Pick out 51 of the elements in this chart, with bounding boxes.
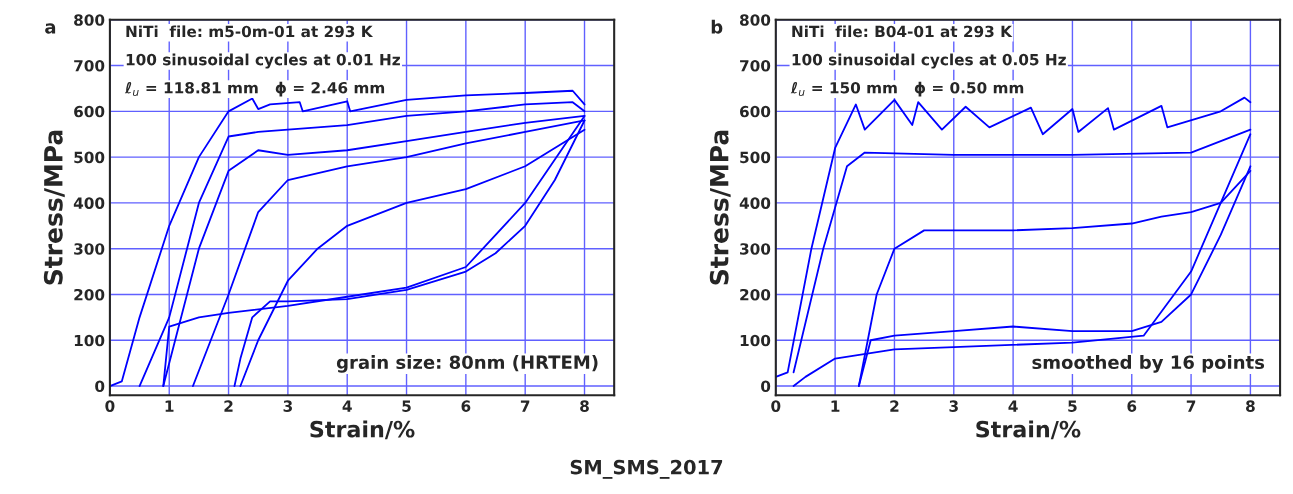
x-tick-label: 2 xyxy=(224,400,233,412)
x-tick-label: 2 xyxy=(890,400,899,412)
y-tick-label: 100 xyxy=(740,334,771,347)
x-tick-label: 8 xyxy=(580,400,589,412)
annotation: 100 sinusoidal cycles at 0.01 Hz xyxy=(126,53,400,69)
x-tick-label: 3 xyxy=(949,400,958,412)
y-axis-title: Stress/MPa xyxy=(43,130,65,285)
y-tick-label: 300 xyxy=(74,243,105,255)
annotation: smoothed by 16 points xyxy=(1032,355,1265,373)
x-tick-label: 3 xyxy=(283,400,292,412)
chart-title: b xyxy=(711,19,723,34)
y-tick-label: 0 xyxy=(95,380,105,393)
y-tick-label: 600 xyxy=(740,105,771,118)
annotation: grain size: 80nm (HRTEM) xyxy=(336,355,598,373)
x-tick-label: 1 xyxy=(165,400,174,412)
chart-title: a xyxy=(45,23,56,34)
x-tick-label: 1 xyxy=(831,400,840,412)
x-tick-label: 5 xyxy=(402,400,411,412)
annotation: ℓ$_{u}$ = 118.81 mm ϕ = 2.46 mm xyxy=(124,81,385,97)
x-tick-label: 5 xyxy=(1068,400,1077,412)
x-tick-label: 0 xyxy=(105,400,115,412)
y-tick-label: 700 xyxy=(74,60,105,72)
y-tick-label: 0 xyxy=(761,380,771,393)
y-tick-label: 300 xyxy=(740,243,771,255)
y-tick-label: 800 xyxy=(74,14,105,26)
x-tick-label: 0 xyxy=(771,400,781,412)
y-tick-label: 500 xyxy=(740,151,771,164)
y-tick-label: 100 xyxy=(74,334,105,347)
text: SM_SMS_2017 xyxy=(570,459,723,479)
y-tick-label: 400 xyxy=(739,197,771,209)
y-tick-label: 700 xyxy=(740,60,771,72)
x-tick-label: 8 xyxy=(1246,400,1255,412)
y-tick-label: 400 xyxy=(73,197,105,209)
x-tick-label: 6 xyxy=(1127,400,1137,412)
y-tick-label: 600 xyxy=(74,105,105,118)
y-tick-label: 200 xyxy=(74,288,105,301)
annotation: 100 sinusoidal cycles at 0.05 Hz xyxy=(792,53,1066,69)
y-tick-label: 200 xyxy=(740,288,771,301)
annotation: ℓ$_{u}$ = 150 mm ϕ = 0.50 mm xyxy=(790,81,1024,97)
annotation: NiTi file: m5-0m-01 at 293 K xyxy=(126,25,374,38)
x-axis-title: Strain/% xyxy=(976,420,1081,440)
y-tick-label: 500 xyxy=(74,151,105,164)
x-tick-label: 4 xyxy=(342,400,352,412)
x-tick-label: 7 xyxy=(1186,400,1196,412)
x-tick-label: 4 xyxy=(1008,400,1018,412)
y-axis-title: Stress/MPa xyxy=(709,130,731,285)
annotation: NiTi file: B04-01 at 293 K xyxy=(792,25,1013,38)
y-tick-label: 800 xyxy=(739,14,771,26)
x-tick-label: 6 xyxy=(461,400,471,412)
x-axis-title: Strain/% xyxy=(310,420,415,440)
x-tick-label: 7 xyxy=(520,400,530,412)
